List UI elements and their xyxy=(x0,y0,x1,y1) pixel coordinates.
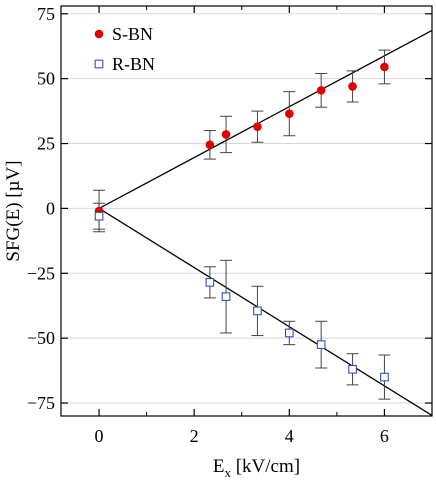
plot-frame xyxy=(60,5,433,417)
y-axis-label: SFG(E) [µV] xyxy=(3,160,24,261)
y-tick-label: −50 xyxy=(27,328,55,348)
x-axis-label-main: E xyxy=(213,456,225,477)
fit-line xyxy=(98,207,433,417)
s-bn-point xyxy=(253,122,262,131)
legend: S-BN R-BN xyxy=(94,24,155,74)
r-bn-point xyxy=(205,278,215,287)
s-bn-point xyxy=(316,86,326,95)
y-tick-label: −75 xyxy=(27,393,55,413)
ticks: 0 2 4 6 75 50 25 0 −25 −50 −75 xyxy=(27,4,433,446)
grid-layer xyxy=(61,13,432,404)
fit-lines xyxy=(98,29,433,417)
y-tick-label: 75 xyxy=(37,4,55,24)
x-axis-label-sub: x xyxy=(224,465,231,480)
x-tick-label: 6 xyxy=(380,426,389,446)
x-tick-label: 0 xyxy=(95,426,104,446)
y-tick-label: 0 xyxy=(46,198,55,218)
x-tick-label: 2 xyxy=(190,426,199,446)
error-bars xyxy=(93,49,391,400)
y-tick-label: 50 xyxy=(37,69,55,89)
x-tick-label: 4 xyxy=(285,426,294,446)
r-bn-point xyxy=(94,211,104,221)
r-bn-point xyxy=(221,292,231,301)
y-tick-label: −25 xyxy=(27,263,55,283)
legend-marker-r-bn xyxy=(94,59,104,69)
x-axis-label-unit: [kV/cm] xyxy=(231,456,300,477)
fit-line xyxy=(98,29,433,209)
r-bn-point xyxy=(316,340,326,349)
s-bn-point xyxy=(205,140,215,150)
s-bn-point xyxy=(348,82,357,91)
legend-marker-s-bn xyxy=(94,29,104,39)
r-bn-point xyxy=(253,306,262,316)
r-bn-point xyxy=(348,364,357,374)
legend-label-r-bn: R-BN xyxy=(112,54,155,74)
r-bn-point xyxy=(284,328,294,338)
s-bn-point xyxy=(380,62,389,72)
y-tick-label: 25 xyxy=(37,134,55,154)
legend-label-s-bn: S-BN xyxy=(112,24,153,44)
data-markers xyxy=(94,62,389,382)
s-bn-point xyxy=(285,109,294,118)
x-axis-label: Ex [kV/cm] xyxy=(213,456,300,480)
r-bn-point xyxy=(380,372,389,382)
s-bn-point xyxy=(221,130,231,139)
